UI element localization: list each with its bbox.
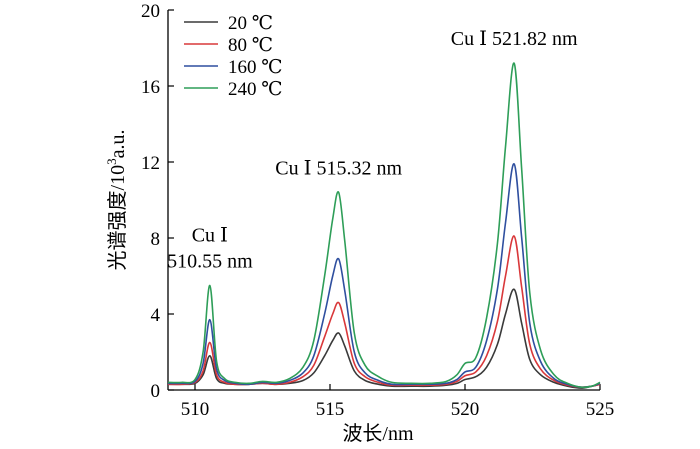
peak-annotation-0-line-0: Cu Ⅰ: [192, 225, 228, 247]
legend-label-3: 240 ℃: [228, 79, 283, 100]
x-ticks: 510 515 520 525: [181, 384, 615, 420]
legend-label-2: 160 ℃: [228, 57, 283, 78]
y-ticks: 0 4 8 12 16 20: [141, 1, 174, 402]
series-line-1: [167, 235, 601, 388]
x-tick-label: 525: [586, 399, 615, 420]
x-tick-label: 510: [181, 399, 210, 420]
y-tick-label: 12: [141, 153, 160, 174]
series-line-2: [167, 163, 601, 389]
series-line-3: [167, 62, 601, 389]
y-tick-label: 8: [151, 229, 161, 250]
y-tick-label: 20: [141, 1, 160, 22]
y-axis-label-main: 光谱强度/10: [106, 165, 129, 271]
y-axis-label-exponent: 3: [104, 158, 119, 165]
legend-label-0: 20 ℃: [228, 13, 273, 34]
x-tick-label: 515: [316, 399, 345, 420]
y-tick-label: 4: [151, 305, 161, 326]
peak-annotation-2-line-0: Cu Ⅰ 521.82 nm: [451, 28, 578, 50]
y-axis-label: 光谱强度/103a.u.: [104, 130, 129, 271]
x-tick-label: 520: [451, 399, 480, 420]
y-axis-label-unit: a.u.: [107, 130, 129, 159]
peak-annotations: Cu Ⅰ 510.55 nm Cu Ⅰ 515.32 nm Cu Ⅰ 521.82 n…: [167, 28, 578, 272]
y-tick-label: 0: [151, 381, 161, 402]
y-tick-label: 16: [141, 77, 160, 98]
axes: 510 515 520 525 0 4 8 12 16 20: [141, 1, 614, 420]
series-line-0: [167, 288, 601, 389]
series-layer: [167, 62, 601, 389]
peak-annotation-0-line-1: 510.55 nm: [167, 251, 253, 273]
x-axis-label: 波长/nm: [342, 422, 414, 445]
legend-label-1: 80 ℃: [228, 35, 273, 56]
peak-annotation-1-line-0: Cu Ⅰ 515.32 nm: [275, 157, 402, 179]
